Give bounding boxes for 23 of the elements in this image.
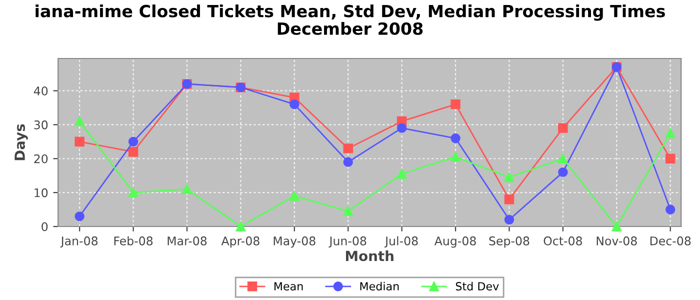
x-tick-label: Feb-08	[114, 236, 153, 246]
y-tick-label: 40	[34, 86, 48, 96]
x-tick-label: Sep-08	[489, 236, 530, 248]
y-tick-label: 0	[42, 222, 48, 232]
x-tick-label: Apr-08	[221, 236, 260, 248]
x-axis-title: Month	[346, 250, 394, 262]
y-tick-label: 10	[34, 188, 48, 198]
legend-label: Median	[360, 282, 399, 290]
x-tick-label: Dec-08	[650, 236, 691, 246]
y-tick-label: 30	[34, 120, 48, 130]
legend-label: Mean	[274, 282, 303, 290]
x-tick-label: May-08	[274, 236, 316, 248]
x-tick-label: Jul-08	[384, 236, 418, 248]
x-tick-label: Aug-08	[434, 236, 476, 248]
chart-title: iana-mime Closed Tickets Mean, Std Dev, Median Processing Times December 2008	[36, 4, 665, 35]
x-tick-label: Oct-08	[544, 236, 582, 246]
legend-label: Std Dev	[456, 282, 499, 290]
y-tick-label: 20	[34, 154, 48, 164]
y-axis-title: Days	[14, 124, 28, 160]
x-tick-label: Nov-08	[596, 236, 637, 246]
x-tick-label: Jan-08	[60, 236, 98, 248]
x-tick-label: Mar-08	[168, 236, 207, 246]
x-tick-label: Jun-08	[328, 236, 366, 248]
